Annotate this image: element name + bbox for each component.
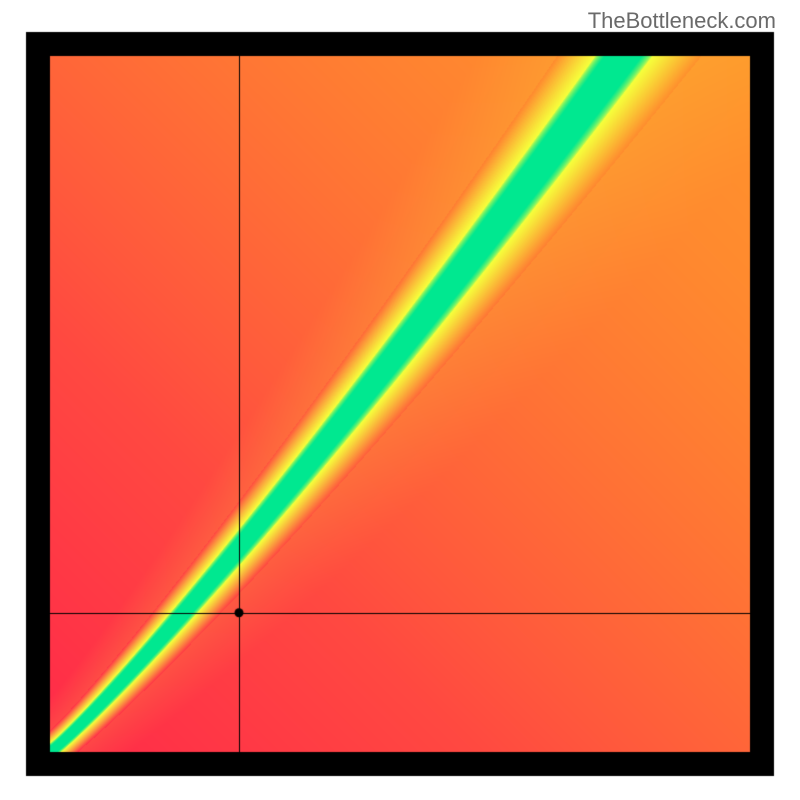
bottleneck-heatmap-canvas	[0, 0, 800, 800]
figure-container: TheBottleneck.com	[0, 0, 800, 800]
watermark: TheBottleneck.com	[588, 8, 776, 34]
